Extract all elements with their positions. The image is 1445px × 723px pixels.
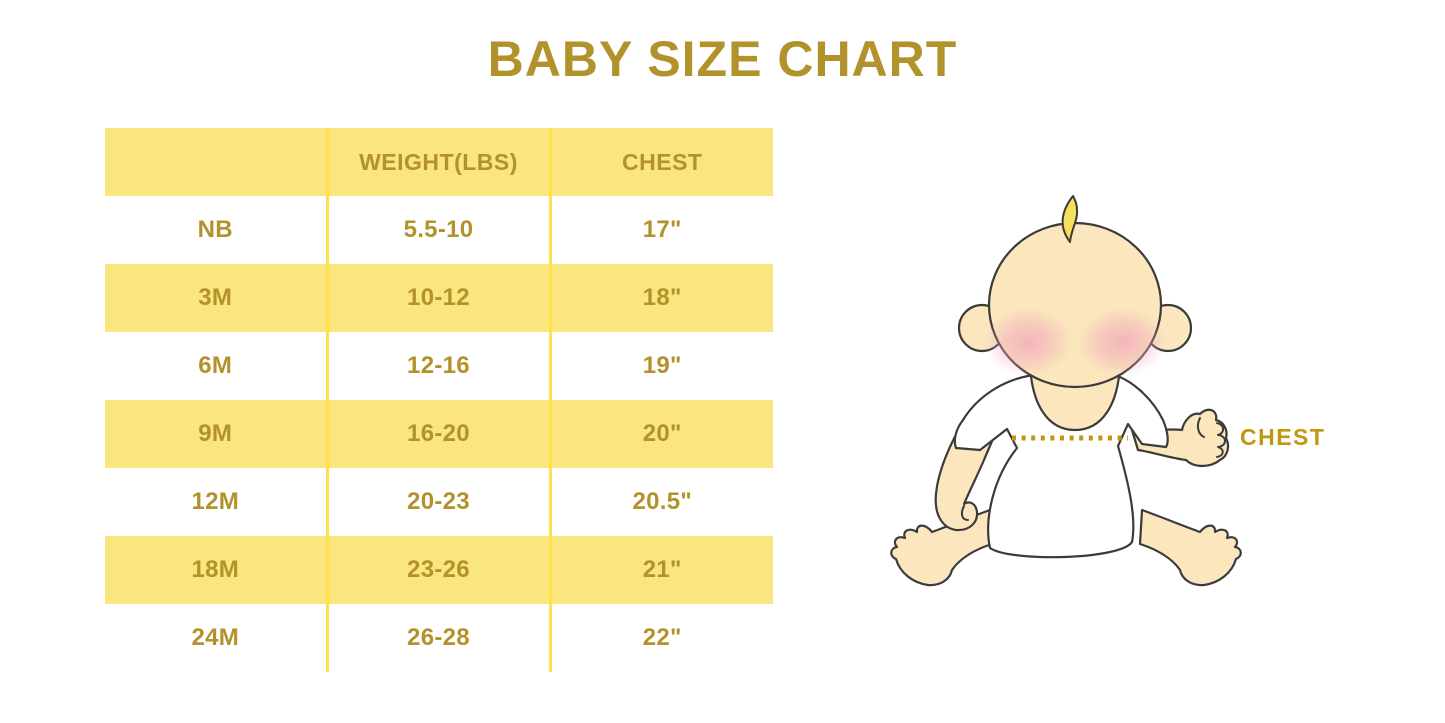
- weight-cell: 16-20: [325, 400, 550, 468]
- weight-cell: 5.5-10: [325, 196, 550, 264]
- baby-onesie: [953, 369, 1169, 559]
- baby-right-fist-finger-lines: [1196, 417, 1226, 458]
- header-weight: WEIGHT(LBS): [325, 128, 550, 196]
- size-cell: 24M: [191, 624, 240, 651]
- chest-cell: 22": [548, 604, 773, 672]
- weight-cell: 23-26: [325, 536, 550, 604]
- header-size: [105, 128, 327, 196]
- table-row: NB 5.5-10 17": [105, 196, 773, 264]
- header-chest: CHEST: [548, 128, 773, 196]
- table-row: 12M 20-23 20.5": [105, 468, 773, 536]
- chest-cell: 21": [548, 536, 773, 604]
- table-header-row: WEIGHT(LBS) CHEST: [105, 128, 773, 196]
- baby-left-hand-finger-line: [960, 505, 969, 521]
- baby-right-arm: [1130, 408, 1230, 468]
- table-row: 9M 16-20 20": [105, 400, 773, 468]
- baby-right-cheek-blush: [1078, 308, 1166, 376]
- baby-hair-curl: [1061, 195, 1079, 243]
- size-cell: 18M: [191, 556, 240, 583]
- weight-cell: 20-23: [325, 468, 550, 536]
- page-title: BABY SIZE CHART: [487, 31, 958, 87]
- baby-left-cheek-blush: [984, 308, 1072, 376]
- baby-illustration: [890, 195, 1242, 587]
- chest-label: CHEST: [1240, 424, 1326, 450]
- size-cell: 9M: [198, 420, 233, 447]
- weight-cell: 26-28: [325, 604, 550, 672]
- chest-cell: 18": [548, 264, 773, 332]
- size-chart-table: WEIGHT(LBS) CHEST NB 5.5-10 17" 3M 10-12…: [105, 128, 773, 672]
- baby-right-leg: [1138, 508, 1242, 587]
- table-row: 6M 12-16 19": [105, 332, 773, 400]
- chest-cell: 20": [548, 400, 773, 468]
- chest-cell: 20.5": [548, 468, 773, 536]
- size-cell: 3M: [198, 284, 233, 311]
- weight-cell: 10-12: [325, 264, 550, 332]
- weight-cell: 12-16: [325, 332, 550, 400]
- chest-cell: 17": [548, 196, 773, 264]
- chest-cell: 19": [548, 332, 773, 400]
- size-cell: 12M: [191, 488, 240, 515]
- table-row: 18M 23-26 21": [105, 536, 773, 604]
- table-row: 3M 10-12 18": [105, 264, 773, 332]
- table-row: 24M 26-28 22": [105, 604, 773, 672]
- size-cell: NB: [197, 216, 233, 243]
- size-cell: 6M: [198, 352, 233, 379]
